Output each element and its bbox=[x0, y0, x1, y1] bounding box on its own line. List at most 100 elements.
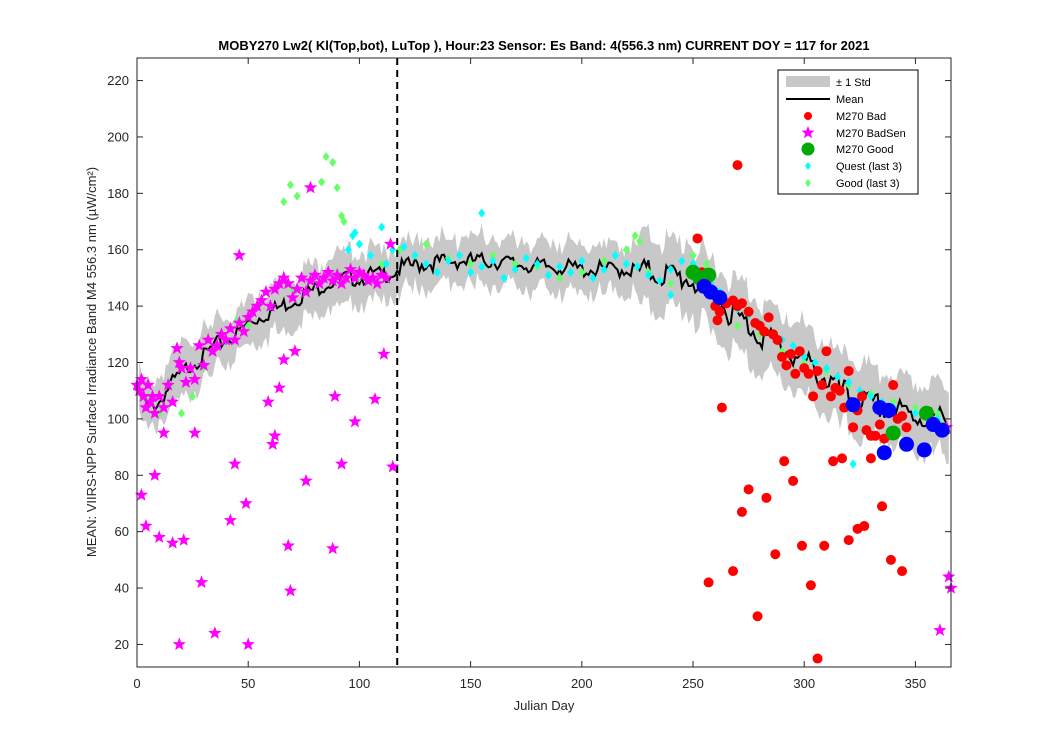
badsen-point bbox=[232, 248, 246, 261]
badsen-point bbox=[228, 332, 242, 346]
legend-label-badsen: M270 BadSen bbox=[836, 128, 906, 140]
quest-point bbox=[344, 245, 352, 255]
y-tick-label: 100 bbox=[107, 411, 129, 426]
badsen-point bbox=[259, 285, 273, 298]
badsen-point bbox=[223, 321, 238, 335]
badsen-point bbox=[170, 341, 184, 355]
y-tick-label: 140 bbox=[107, 299, 129, 314]
bad-point bbox=[874, 419, 885, 430]
y-tick-label: 40 bbox=[115, 581, 129, 596]
bad-point bbox=[848, 422, 859, 433]
good-last3-point bbox=[177, 408, 185, 418]
quest-point bbox=[556, 262, 564, 272]
quest-point bbox=[600, 264, 608, 274]
badsen-point bbox=[343, 262, 358, 276]
bad-point bbox=[897, 411, 908, 422]
bad-point bbox=[843, 535, 854, 546]
quest-point bbox=[511, 264, 519, 274]
good-last3-point bbox=[578, 267, 586, 277]
quest-point bbox=[478, 262, 486, 272]
badsen-point bbox=[361, 273, 375, 287]
badsen-point bbox=[321, 265, 335, 278]
badsen-point bbox=[283, 583, 298, 597]
good-last3-point bbox=[340, 217, 348, 227]
bad-point bbox=[857, 391, 868, 402]
good-point bbox=[885, 425, 901, 441]
badsen-point bbox=[272, 276, 286, 290]
badsen-point bbox=[288, 344, 302, 357]
y-axis-label: MEAN: VIIRS-NPP Surface Irradiance Band … bbox=[84, 167, 99, 557]
badsen-point bbox=[290, 282, 304, 295]
blue-point bbox=[899, 436, 915, 452]
quest-point bbox=[811, 358, 819, 367]
good-point bbox=[919, 405, 935, 421]
badsen-point bbox=[268, 428, 282, 442]
bad-point bbox=[743, 306, 754, 317]
badsen-point bbox=[377, 347, 391, 360]
badsen-point bbox=[194, 575, 209, 589]
bad-point bbox=[785, 349, 796, 360]
badsen-point bbox=[299, 285, 313, 298]
y-tick-label: 160 bbox=[107, 242, 129, 257]
badsen-point bbox=[148, 406, 162, 419]
bad-point bbox=[703, 577, 714, 588]
x-tick-label: 300 bbox=[793, 676, 815, 691]
x-tick-label: 150 bbox=[460, 676, 482, 691]
bad-point bbox=[837, 453, 848, 464]
bad-point bbox=[772, 334, 783, 345]
blue-point bbox=[916, 442, 932, 458]
good-last3-point bbox=[333, 183, 341, 193]
good-last3-point bbox=[911, 403, 919, 413]
quest-point bbox=[349, 231, 357, 241]
bad-point bbox=[901, 422, 912, 433]
badsen-point bbox=[157, 426, 171, 439]
quest-point bbox=[667, 290, 675, 300]
good-last3-point bbox=[689, 250, 697, 260]
bad-point bbox=[714, 306, 725, 317]
badsen-point bbox=[192, 338, 206, 352]
badsen-point bbox=[145, 389, 160, 402]
badsen-point bbox=[268, 282, 282, 295]
badsen-point bbox=[165, 535, 180, 549]
bad-point bbox=[885, 554, 896, 565]
good-last3-point bbox=[280, 197, 288, 207]
x-tick-label: 100 bbox=[349, 676, 371, 691]
badsen-point bbox=[254, 293, 269, 307]
bad-point bbox=[770, 549, 781, 560]
badsen-point bbox=[348, 414, 362, 428]
badsen-point bbox=[368, 392, 382, 405]
badsen-point bbox=[383, 237, 398, 250]
bad-point bbox=[761, 492, 772, 503]
badsen-point bbox=[308, 268, 322, 281]
quest-point bbox=[422, 259, 430, 269]
badsen-point bbox=[357, 268, 371, 281]
quest-point bbox=[467, 267, 475, 277]
y-tick-label: 120 bbox=[107, 355, 129, 370]
badsen-point bbox=[942, 569, 956, 583]
badsen-point bbox=[137, 389, 151, 402]
badsen-point bbox=[239, 496, 253, 510]
quest-point bbox=[845, 377, 853, 387]
blue-point bbox=[881, 402, 897, 418]
bad-point bbox=[712, 315, 723, 326]
quest-point bbox=[489, 256, 497, 266]
badsen-point bbox=[188, 426, 202, 439]
badsen-point bbox=[197, 358, 211, 371]
badsen-point bbox=[335, 457, 349, 470]
badsen-point bbox=[172, 355, 186, 369]
blue-point bbox=[845, 397, 861, 413]
blue-point bbox=[934, 422, 950, 438]
quest-point bbox=[411, 250, 419, 260]
badsen-point bbox=[172, 637, 186, 651]
badsen-point bbox=[246, 304, 260, 318]
quest-point bbox=[822, 363, 830, 373]
x-tick-label: 50 bbox=[241, 676, 255, 691]
badsen-point bbox=[148, 468, 162, 481]
good-last3-point bbox=[293, 191, 301, 201]
good-last3-point bbox=[556, 273, 564, 283]
bad-point bbox=[781, 360, 792, 371]
legend-swatch-std bbox=[786, 76, 830, 87]
badsen-point bbox=[303, 180, 318, 194]
badsen-point bbox=[281, 538, 295, 552]
